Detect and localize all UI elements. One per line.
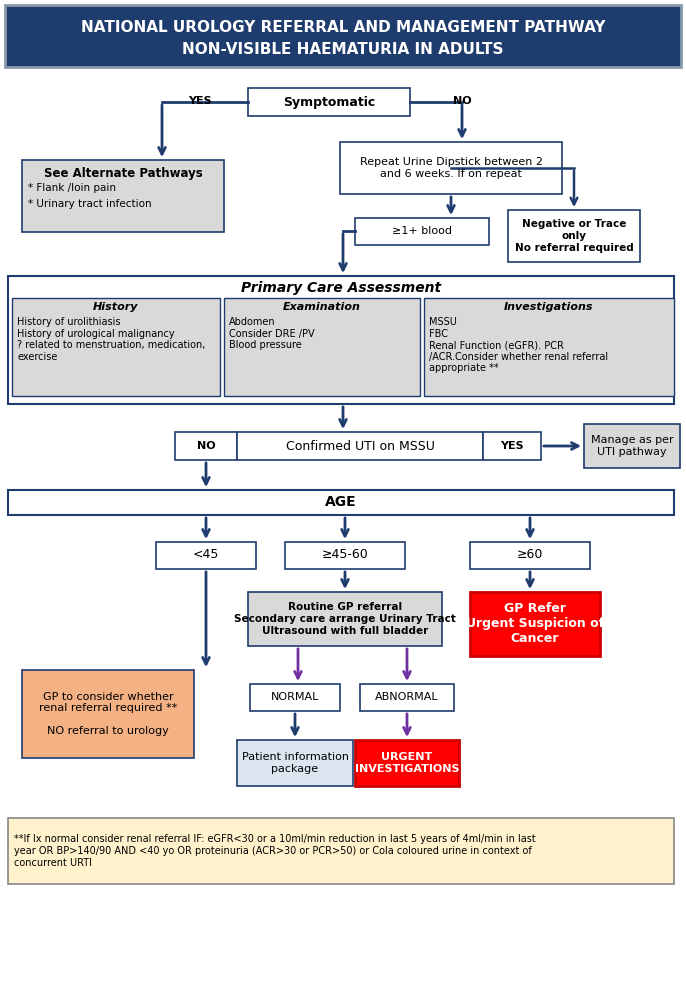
Text: GP Refer
Urgent Suspicion of
Cancer: GP Refer Urgent Suspicion of Cancer bbox=[466, 603, 604, 645]
FancyBboxPatch shape bbox=[237, 432, 483, 460]
Text: Confirmed UTI on MSSU: Confirmed UTI on MSSU bbox=[285, 440, 434, 453]
FancyBboxPatch shape bbox=[22, 670, 194, 758]
Text: Examination: Examination bbox=[283, 302, 361, 312]
Text: Repeat Urine Dipstick between 2
and 6 weeks. If on repeat: Repeat Urine Dipstick between 2 and 6 we… bbox=[359, 157, 543, 179]
Text: Patient information
package: Patient information package bbox=[241, 752, 348, 774]
Text: <45: <45 bbox=[193, 549, 220, 562]
Text: NO: NO bbox=[453, 96, 471, 106]
Text: Investigations: Investigations bbox=[504, 302, 594, 312]
Text: ≥1+ blood: ≥1+ blood bbox=[392, 226, 452, 236]
Text: * Urinary tract infection: * Urinary tract infection bbox=[28, 199, 152, 209]
FancyBboxPatch shape bbox=[584, 424, 680, 468]
FancyBboxPatch shape bbox=[340, 142, 562, 194]
FancyBboxPatch shape bbox=[285, 542, 405, 569]
FancyBboxPatch shape bbox=[470, 592, 600, 656]
Text: YES: YES bbox=[500, 441, 524, 451]
FancyBboxPatch shape bbox=[5, 5, 681, 67]
FancyBboxPatch shape bbox=[248, 88, 410, 116]
Text: NON-VISIBLE HAEMATURIA IN ADULTS: NON-VISIBLE HAEMATURIA IN ADULTS bbox=[182, 41, 504, 57]
Text: History of urolithiasis
History of urological malignancy
? related to menstruati: History of urolithiasis History of urolo… bbox=[17, 317, 205, 361]
FancyBboxPatch shape bbox=[175, 432, 237, 460]
Text: MSSU
FBC
Renal Function (eGFR). PCR
/ACR.Consider whether renal referral
appropr: MSSU FBC Renal Function (eGFR). PCR /ACR… bbox=[429, 317, 608, 373]
Text: URGENT
INVESTIGATIONS: URGENT INVESTIGATIONS bbox=[355, 752, 459, 774]
FancyBboxPatch shape bbox=[355, 740, 459, 786]
FancyBboxPatch shape bbox=[355, 218, 489, 245]
Text: **If Ix normal consider renal referral IF: eGFR<30 or a 10ml/min reduction in la: **If Ix normal consider renal referral I… bbox=[14, 835, 536, 868]
Text: ≥60: ≥60 bbox=[517, 549, 543, 562]
Text: GP to consider whether
renal referral required **

NO referral to urology: GP to consider whether renal referral re… bbox=[39, 691, 177, 736]
Text: Primary Care Assessment: Primary Care Assessment bbox=[241, 281, 441, 295]
Text: Manage as per
UTI pathway: Manage as per UTI pathway bbox=[591, 435, 674, 457]
FancyBboxPatch shape bbox=[424, 298, 674, 396]
Text: Negative or Trace
only
No referral required: Negative or Trace only No referral requi… bbox=[514, 219, 633, 252]
Text: NORMAL: NORMAL bbox=[271, 692, 319, 702]
FancyBboxPatch shape bbox=[12, 298, 220, 396]
FancyBboxPatch shape bbox=[156, 542, 256, 569]
Text: See Alternate Pathways: See Alternate Pathways bbox=[44, 167, 202, 180]
Text: Symptomatic: Symptomatic bbox=[283, 95, 375, 108]
Text: History: History bbox=[93, 302, 139, 312]
Text: ≥45-60: ≥45-60 bbox=[322, 549, 368, 562]
FancyBboxPatch shape bbox=[248, 592, 442, 646]
Text: * Flank /loin pain: * Flank /loin pain bbox=[28, 183, 116, 193]
FancyBboxPatch shape bbox=[8, 276, 674, 404]
FancyBboxPatch shape bbox=[22, 160, 224, 232]
FancyBboxPatch shape bbox=[8, 490, 674, 515]
Text: Routine GP referral
Secondary care arrange Urinary Tract
Ultrasound with full bl: Routine GP referral Secondary care arran… bbox=[234, 602, 456, 635]
Text: ABNORMAL: ABNORMAL bbox=[375, 692, 439, 702]
Text: YES: YES bbox=[188, 96, 212, 106]
FancyBboxPatch shape bbox=[360, 684, 454, 711]
FancyBboxPatch shape bbox=[470, 542, 590, 569]
FancyBboxPatch shape bbox=[8, 818, 674, 884]
FancyBboxPatch shape bbox=[250, 684, 340, 711]
Text: AGE: AGE bbox=[325, 495, 357, 509]
FancyBboxPatch shape bbox=[237, 740, 353, 786]
FancyBboxPatch shape bbox=[483, 432, 541, 460]
Text: NATIONAL UROLOGY REFERRAL AND MANAGEMENT PATHWAY: NATIONAL UROLOGY REFERRAL AND MANAGEMENT… bbox=[81, 20, 605, 34]
FancyBboxPatch shape bbox=[508, 210, 640, 262]
FancyBboxPatch shape bbox=[224, 298, 420, 396]
Text: NO: NO bbox=[197, 441, 215, 451]
Text: Abdomen
Consider DRE /PV
Blood pressure: Abdomen Consider DRE /PV Blood pressure bbox=[229, 317, 315, 351]
